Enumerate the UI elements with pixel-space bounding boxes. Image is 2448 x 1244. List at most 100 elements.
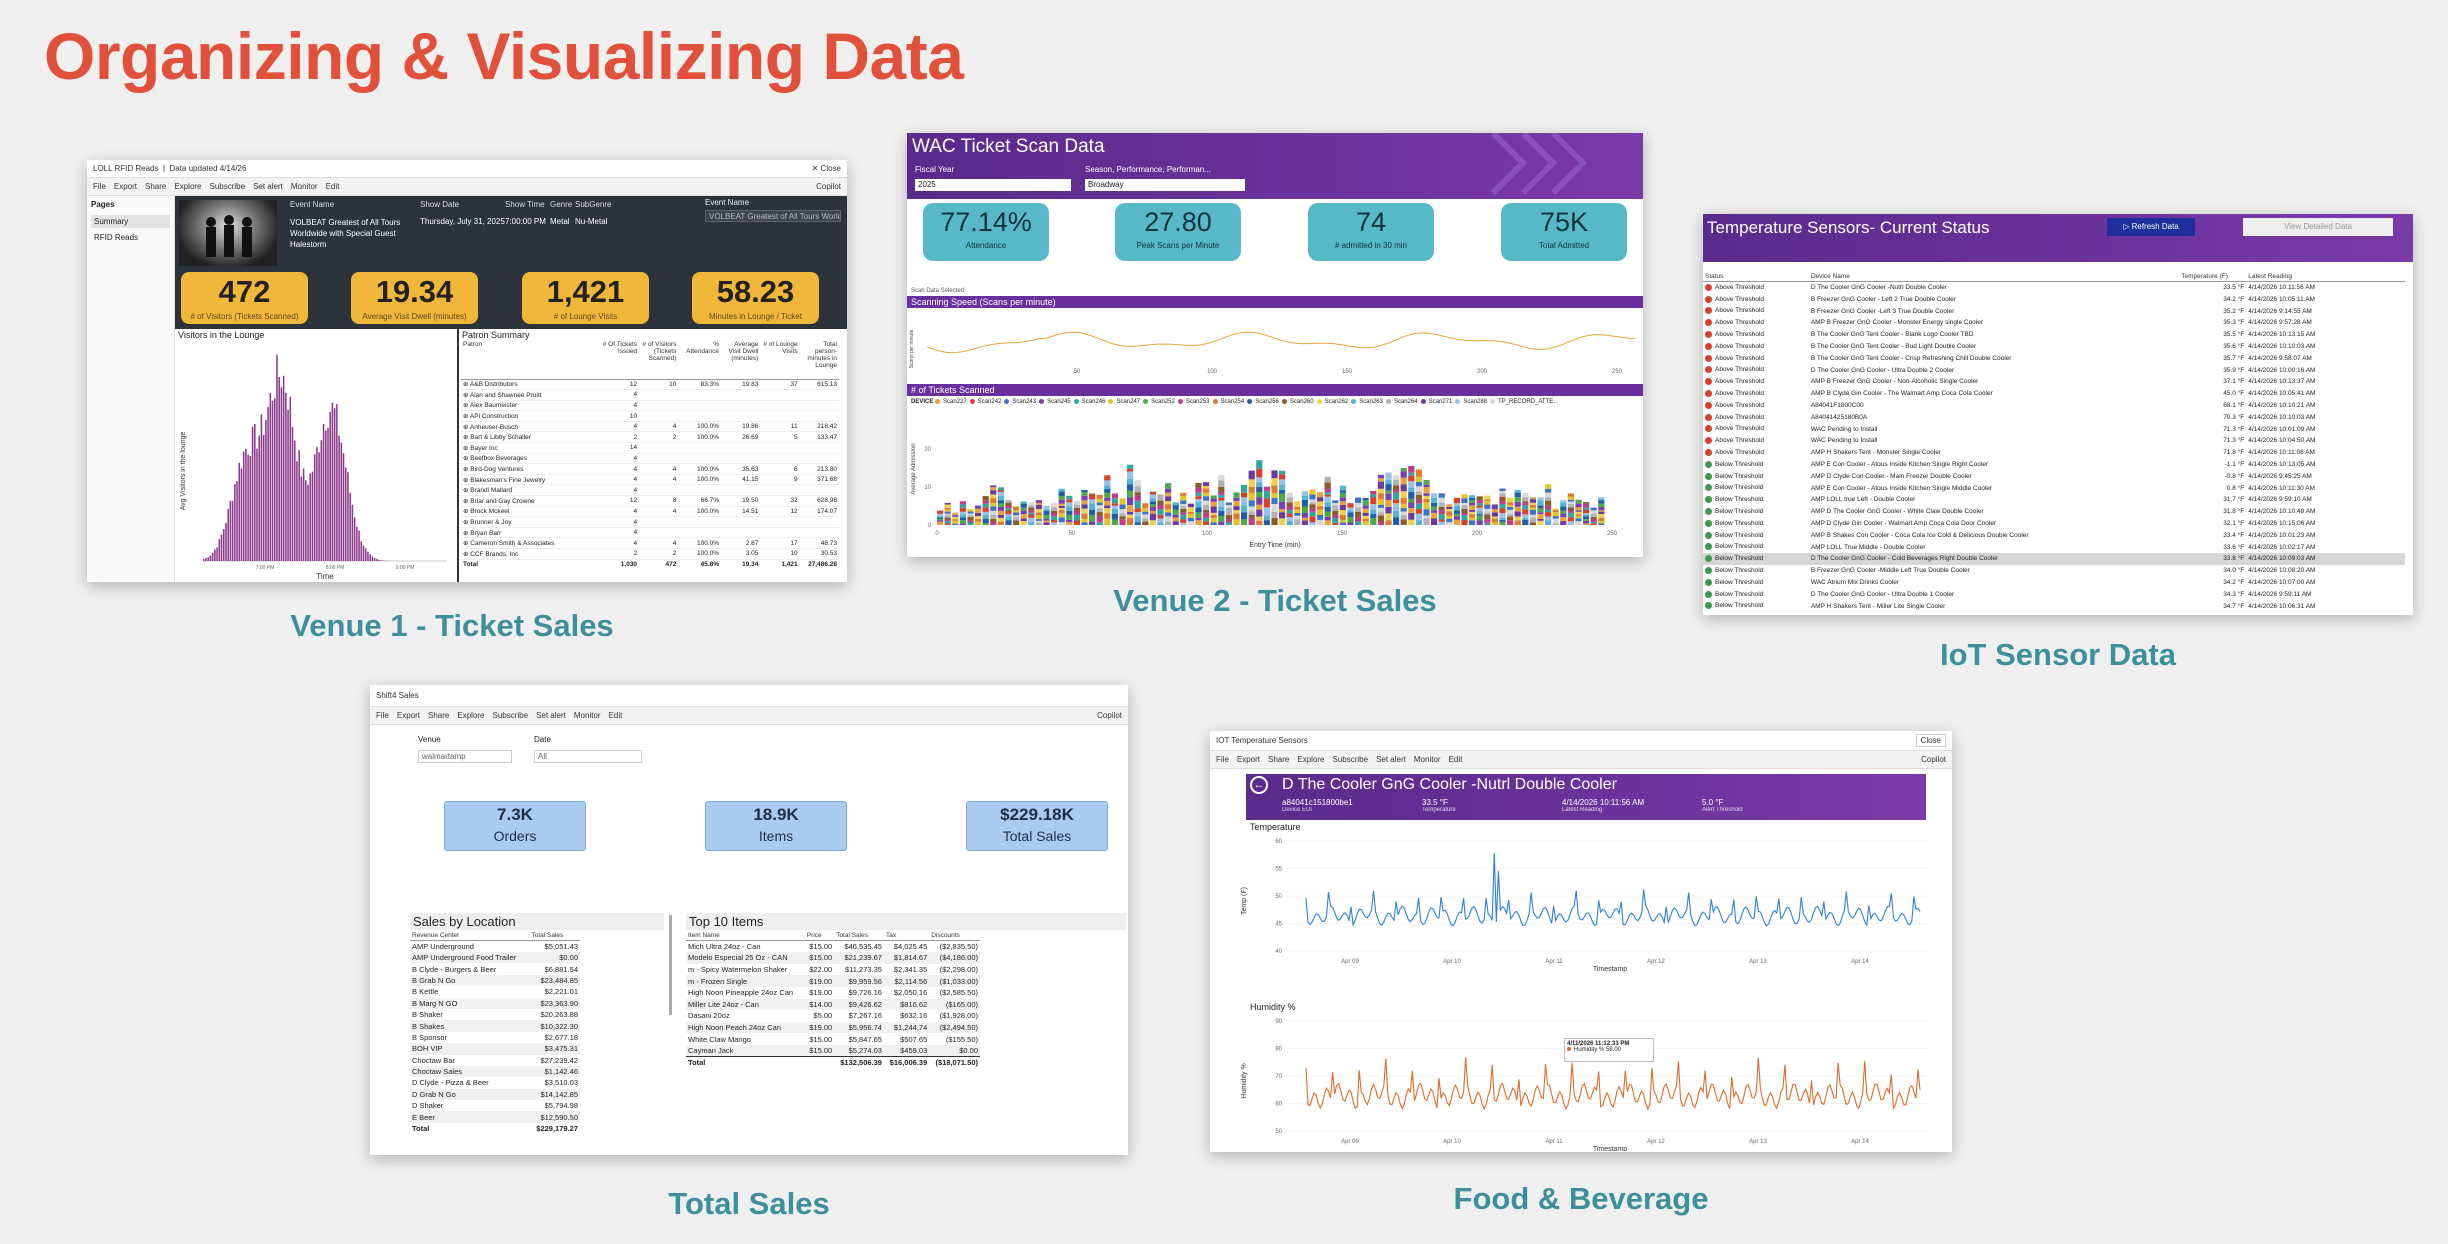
loc-row[interactable]: E Beer $12,590.50 [410, 1111, 580, 1123]
loc-row[interactable]: D Clyde - Pizza & Beer $3,510.03 [410, 1077, 580, 1088]
legend-item[interactable]: Scan242 [969, 399, 1001, 405]
iot-row[interactable]: Below Threshold AMP H Shakers Tent - Mill… [1703, 600, 2405, 612]
toolbar-file[interactable]: File [1216, 755, 1229, 764]
date-dropdown[interactable]: All [534, 750, 642, 763]
patron-row[interactable]: ⊕ Blakesman's Fine Jewelry 4 4 100.0% 41.15 9… [461, 474, 839, 485]
iot-row[interactable]: Below Threshold AMP E Con Cooler - Atous … [1703, 459, 2405, 471]
iot-row[interactable]: Below Threshold AMP D The Cooler GnG Cool… [1703, 506, 2405, 518]
top-item-row[interactable]: White Claw Mango $15.00 $5,847.65 $507.65 ($… [686, 1033, 980, 1045]
legend-item[interactable]: Scan243 [1004, 399, 1036, 405]
iot-row[interactable]: Above Threshold AMP H Shakers Tent - Mons… [1703, 447, 2405, 459]
loc-row[interactable]: Choctaw Sales $1,142.46 [410, 1065, 580, 1078]
loc-row[interactable]: B Kettle $2,221.01 [410, 986, 580, 997]
top-item-row[interactable]: High Noon Peach 24oz Can $19.00 $5,956.74 $… [686, 1021, 980, 1034]
toolbar-export[interactable]: Export [113, 182, 138, 191]
patron-row[interactable]: ⊕ Bird-Dog Ventures 4 4 100.0% 35.63 6 213.80 [461, 464, 839, 475]
toolbar-set-alert[interactable]: Set alert [1376, 755, 1406, 764]
iot-row[interactable]: Above Threshold B The Cooler GnG Tent Coo… [1703, 329, 2405, 341]
toolbar-monitor[interactable]: Monitor [573, 711, 601, 720]
iot-row[interactable]: Below Threshold AMP LOLL true Left - Doub… [1703, 494, 2405, 506]
back-arrow-icon[interactable]: ← [1250, 776, 1268, 794]
legend-item[interactable]: Scan246 [1073, 399, 1105, 405]
iot-row[interactable]: Above Threshold AMP B Clyde Gin Cooler - … [1703, 388, 2405, 400]
toolbar-explore[interactable]: Explore [1297, 755, 1325, 764]
legend-item[interactable]: Scan288 [1455, 399, 1487, 405]
iot-row[interactable]: Below Threshold D The Cooler GnG Cooler -… [1703, 552, 2405, 565]
loc-row[interactable]: AMP Underground Food Trailer $0.00 [410, 951, 580, 964]
loc-row[interactable]: B Marg N GO $23,363.90 [410, 997, 580, 1009]
view-details-button[interactable]: View Detailed Data [2243, 218, 2393, 236]
toolbar-edit[interactable]: Edit [325, 182, 340, 191]
loc-row[interactable]: B Shakes $10,322.30 [410, 1020, 580, 1032]
patron-row[interactable]: ⊕ CCF Brands, Inc 2 2 100.0% 3.05 10 30.53 [461, 549, 839, 560]
loc-row[interactable]: B Sponsor $2,677.18 [410, 1032, 580, 1043]
page-item-rfid-reads[interactable]: RFID Reads [94, 233, 139, 242]
patron-row[interactable]: ⊕ Briar and Gay Crowne 12 8 66.7% 19.50 32 628… [461, 496, 839, 507]
loc-row[interactable]: D Grab N Go $14,142.85 [410, 1088, 580, 1101]
legend-item[interactable]: Scan264 [1385, 399, 1418, 405]
patron-row[interactable]: ⊕ Alex Baumeister 4 [461, 400, 839, 411]
iot-row[interactable]: Below Threshold AMP D Clyde Gin Cooler - … [1703, 518, 2405, 530]
patron-row[interactable]: ⊕ Cameron Smith & Associates 4 4 100.0% 2.87… [461, 538, 839, 549]
event-filter-dropdown[interactable]: VOLBEAT Greatest of All Tours Worldw... [705, 210, 841, 222]
loc-scrollbar[interactable] [669, 915, 672, 1015]
copilot-button[interactable]: Copilot [816, 182, 841, 191]
copilot-button[interactable]: Copilot [1921, 755, 1946, 764]
patron-row[interactable]: ⊕ Beefbox Beverages 4 [461, 453, 839, 464]
iot-row[interactable]: Below Threshold D The Cooler GnG Cooler -… [1703, 588, 2405, 600]
patron-row[interactable]: ⊕ Brandi Mallard 4 [461, 485, 839, 496]
legend-item[interactable]: Scan247 [1108, 399, 1140, 405]
iot-row[interactable]: Below Threshold B Freezer GnG Cooler -Mid… [1703, 565, 2405, 577]
iot-row[interactable]: Below Threshold AMP E Con Cooler - Atous … [1703, 482, 2405, 494]
toolbar-monitor[interactable]: Monitor [1413, 755, 1441, 764]
patron-row[interactable]: ⊕ Bryan Barr 4 [461, 527, 839, 538]
toolbar-subscribe[interactable]: Subscribe [492, 711, 529, 720]
top-item-row[interactable]: m - Spicy Watermelon Shaker $22.00 $11,273… [686, 964, 980, 976]
iot-row[interactable]: Above Threshold B Freezer GnG Cooler -Lef… [1703, 305, 2405, 317]
legend-item[interactable]: Scan263 [1351, 399, 1383, 405]
iot-row[interactable]: Above Threshold B Freezer GnG Cooler - Le… [1703, 293, 2405, 305]
legend-item[interactable]: Scan262 [1316, 399, 1348, 405]
close-icon[interactable]: ✕ Close [811, 164, 841, 173]
top-item-row[interactable]: Miller Lite 24oz - Can $14.00 $9,426.62 $81… [686, 998, 980, 1011]
iot-row[interactable]: Above Threshold A84041425180B0A 70.3 °F 4/1… [1703, 411, 2405, 423]
page-item-summary[interactable]: Summary [91, 215, 170, 228]
legend-item[interactable]: TP_RECORD_ATTE... [1490, 399, 1558, 405]
loc-row[interactable]: D Shaker $5,794.98 [410, 1100, 580, 1111]
patron-row[interactable]: ⊕ Bart & Libby Schaller 2 2 100.0% 26.69 5 133… [461, 432, 839, 443]
venue-dropdown[interactable]: walmartamp [418, 750, 512, 763]
toolbar-subscribe[interactable]: Subscribe [209, 182, 246, 191]
toolbar-share[interactable]: Share [1268, 755, 1290, 764]
toolbar-share[interactable]: Share [428, 711, 450, 720]
top-item-row[interactable]: m - Frozen Single $19.00 $9,959.56 $2,114.5… [686, 975, 980, 987]
iot-row[interactable]: Above Threshold A84041F1800C00 68.1 °F 4/14… [1703, 400, 2405, 412]
legend-item[interactable]: Scan260 [1281, 399, 1314, 405]
toolbar-explore[interactable]: Explore [457, 711, 485, 720]
patron-row[interactable]: ⊕ Anheuser-Busch 4 4 100.0% 19.86 11 218.42 [461, 421, 839, 432]
legend-item[interactable]: Scan227 [935, 399, 967, 405]
toolbar-explore[interactable]: Explore [174, 182, 202, 191]
top-item-row[interactable]: Mich Ultra 24oz - Can $15.00 $46,535.45 $4,… [686, 941, 980, 953]
toolbar-subscribe[interactable]: Subscribe [1332, 755, 1369, 764]
legend-item[interactable]: Scan254 [1212, 399, 1244, 405]
patron-row[interactable]: ⊕ Brock Mckeel 4 4 100.0% 14.51 12 174.07 [461, 506, 839, 517]
iot-row[interactable]: Above Threshold B The Cooler GnG Tent Coo… [1703, 352, 2405, 364]
legend-item[interactable]: Scan252 [1143, 399, 1175, 405]
iot-row[interactable]: Above Threshold D The Cooler GnG Cooler -… [1703, 364, 2405, 376]
legend-item[interactable]: Scan245 [1039, 399, 1071, 405]
iot-row[interactable]: Below Threshold AMP B Shakes Con Cooler -… [1703, 529, 2405, 541]
patron-row[interactable]: ⊕ A&B Distributors 12 10 83.3% 19.83 37 615.13 [461, 379, 839, 390]
toolbar-set-alert[interactable]: Set alert [536, 711, 566, 720]
iot-row[interactable]: Above Threshold AMP B Freezer GnG Cooler … [1703, 317, 2405, 329]
fiscal-year-dropdown[interactable]: 2025 [915, 179, 1071, 191]
loc-row[interactable]: B Clyde - Burgers & Beer $6,881.54 [410, 963, 580, 974]
toolbar-set-alert[interactable]: Set alert [253, 182, 283, 191]
iot-row[interactable]: Below Threshold AMP D Clyde Con Cooler - … [1703, 470, 2405, 482]
top-item-row[interactable]: Modelo Especial 25 Oz - CAN $15.00 $21,239… [686, 952, 980, 964]
iot-row[interactable]: Below Threshold WAC Atrium Mix Drinks Coo… [1703, 577, 2405, 589]
loc-row[interactable]: AMP Underground $5,051.43 [410, 941, 580, 952]
loc-row[interactable]: B Shaker $20,263.88 [410, 1009, 580, 1020]
iot-row[interactable]: Above Threshold D The Cooler GnG Cooler -… [1703, 282, 2405, 294]
loc-row[interactable]: B Grab N Go $23,484.85 [410, 974, 580, 987]
toolbar-edit[interactable]: Edit [1448, 755, 1463, 764]
